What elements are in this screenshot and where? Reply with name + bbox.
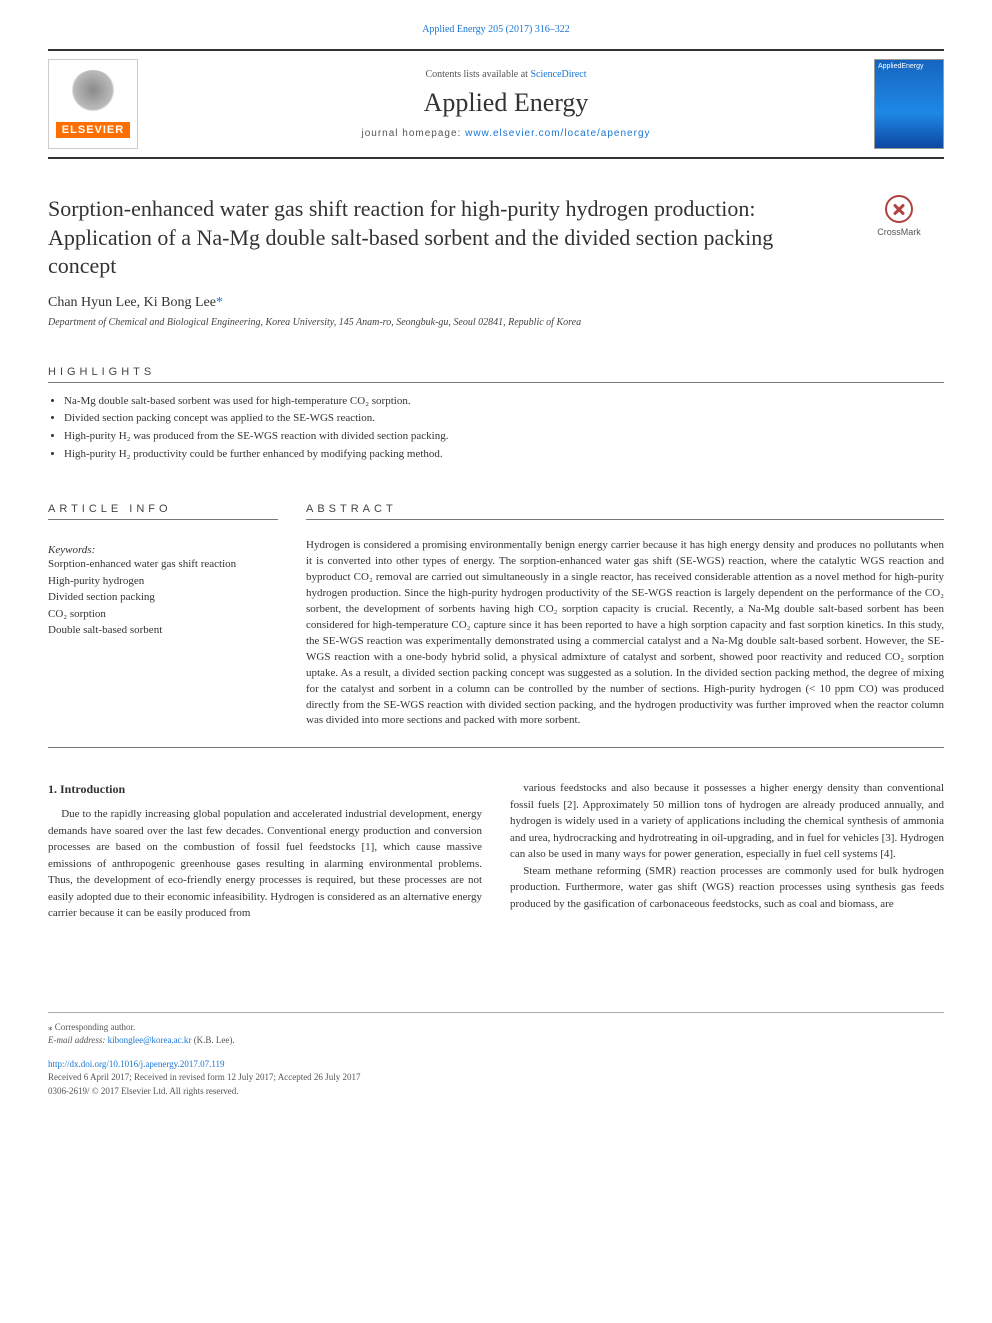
affiliation: Department of Chemical and Biological En…	[48, 317, 838, 328]
article-info-column: Keywords: Sorption-enhanced water gas sh…	[48, 538, 278, 729]
body-section: 1. Introduction Due to the rapidly incre…	[48, 780, 944, 922]
corresponding-note: ⁎ Corresponding author.	[48, 1021, 944, 1035]
homepage-line: journal homepage: www.elsevier.com/locat…	[150, 128, 862, 139]
corresponding-mark[interactable]: *	[216, 295, 223, 310]
keyword-item: Sorption-enhanced water gas shift reacti…	[48, 556, 278, 573]
crossmark-label: CrossMark	[877, 227, 921, 237]
info-abstract-row: Keywords: Sorption-enhanced water gas sh…	[48, 538, 944, 748]
elsevier-tree-icon	[68, 70, 118, 120]
keyword-item: Double salt-based sorbent	[48, 622, 278, 639]
crossmark-icon	[885, 195, 913, 223]
email-suffix: (K.B. Lee).	[191, 1035, 234, 1045]
abstract-text: Hydrogen is considered a promising envir…	[306, 538, 944, 729]
homepage-prefix: journal homepage:	[361, 128, 465, 139]
received-line: Received 6 April 2017; Received in revis…	[48, 1071, 944, 1085]
email-label: E-mail address:	[48, 1035, 108, 1045]
sciencedirect-link[interactable]: ScienceDirect	[530, 69, 586, 80]
keyword-item: CO₂ sorption	[48, 606, 278, 623]
article-title: Sorption-enhanced water gas shift reacti…	[48, 195, 838, 281]
doi-link[interactable]: http://dx.doi.org/10.1016/j.apenergy.201…	[48, 1059, 225, 1069]
contents-line: Contents lists available at ScienceDirec…	[150, 69, 862, 80]
citation-link[interactable]: Applied Energy 205 (2017) 316–322	[422, 24, 570, 35]
copyright-line: 0306-2619/ © 2017 Elsevier Ltd. All righ…	[48, 1085, 944, 1099]
abstract-column: Hydrogen is considered a promising envir…	[306, 538, 944, 729]
article-info-label: ARTICLE INFO	[48, 503, 278, 520]
keywords-label: Keywords:	[48, 544, 278, 556]
journal-banner: ELSEVIER Contents lists available at Sci…	[48, 49, 944, 159]
authors: Chan Hyun Lee, Ki Bong Lee*	[48, 295, 838, 311]
journal-name: Applied Energy	[150, 88, 862, 118]
intro-paragraph: various feedstocks and also because it p…	[510, 780, 944, 863]
intro-heading: 1. Introduction	[48, 780, 482, 798]
keyword-item: High-purity hydrogen	[48, 573, 278, 590]
highlight-item: High-purity H₂ was produced from the SE-…	[64, 428, 944, 446]
email-link[interactable]: kibonglee@korea.ac.kr	[108, 1035, 192, 1045]
intro-paragraph: Steam methane reforming (SMR) reaction p…	[510, 863, 944, 913]
crossmark-widget[interactable]: CrossMark	[854, 195, 944, 346]
highlight-item: Na-Mg double salt-based sorbent was used…	[64, 393, 944, 411]
footer-area: ⁎ Corresponding author. E-mail address: …	[48, 1012, 944, 1099]
intro-paragraph: Due to the rapidly increasing global pop…	[48, 806, 482, 922]
elsevier-brand: ELSEVIER	[56, 122, 130, 138]
elsevier-logo: ELSEVIER	[48, 59, 138, 149]
homepage-link[interactable]: www.elsevier.com/locate/apenergy	[465, 128, 650, 139]
top-citation: Applied Energy 205 (2017) 316–322	[48, 24, 944, 35]
banner-center: Contents lists available at ScienceDirec…	[150, 69, 862, 139]
keyword-item: Divided section packing	[48, 589, 278, 606]
author-names: Chan Hyun Lee, Ki Bong Lee	[48, 295, 216, 310]
highlight-item: Divided section packing concept was appl…	[64, 410, 944, 428]
article-header: Sorption-enhanced water gas shift reacti…	[48, 195, 944, 346]
contents-prefix: Contents lists available at	[425, 69, 530, 80]
email-line: E-mail address: kibonglee@korea.ac.kr (K…	[48, 1034, 944, 1048]
keywords-list: Sorption-enhanced water gas shift reacti…	[48, 556, 278, 639]
abstract-label: ABSTRACT	[306, 503, 944, 520]
highlights: Na-Mg double salt-based sorbent was used…	[48, 393, 944, 463]
highlight-item: High-purity H₂ productivity could be fur…	[64, 446, 944, 464]
highlights-list: Na-Mg double salt-based sorbent was used…	[48, 393, 944, 463]
highlights-label: HIGHLIGHTS	[48, 366, 944, 383]
journal-cover-thumb: AppliedEnergy	[874, 59, 944, 149]
